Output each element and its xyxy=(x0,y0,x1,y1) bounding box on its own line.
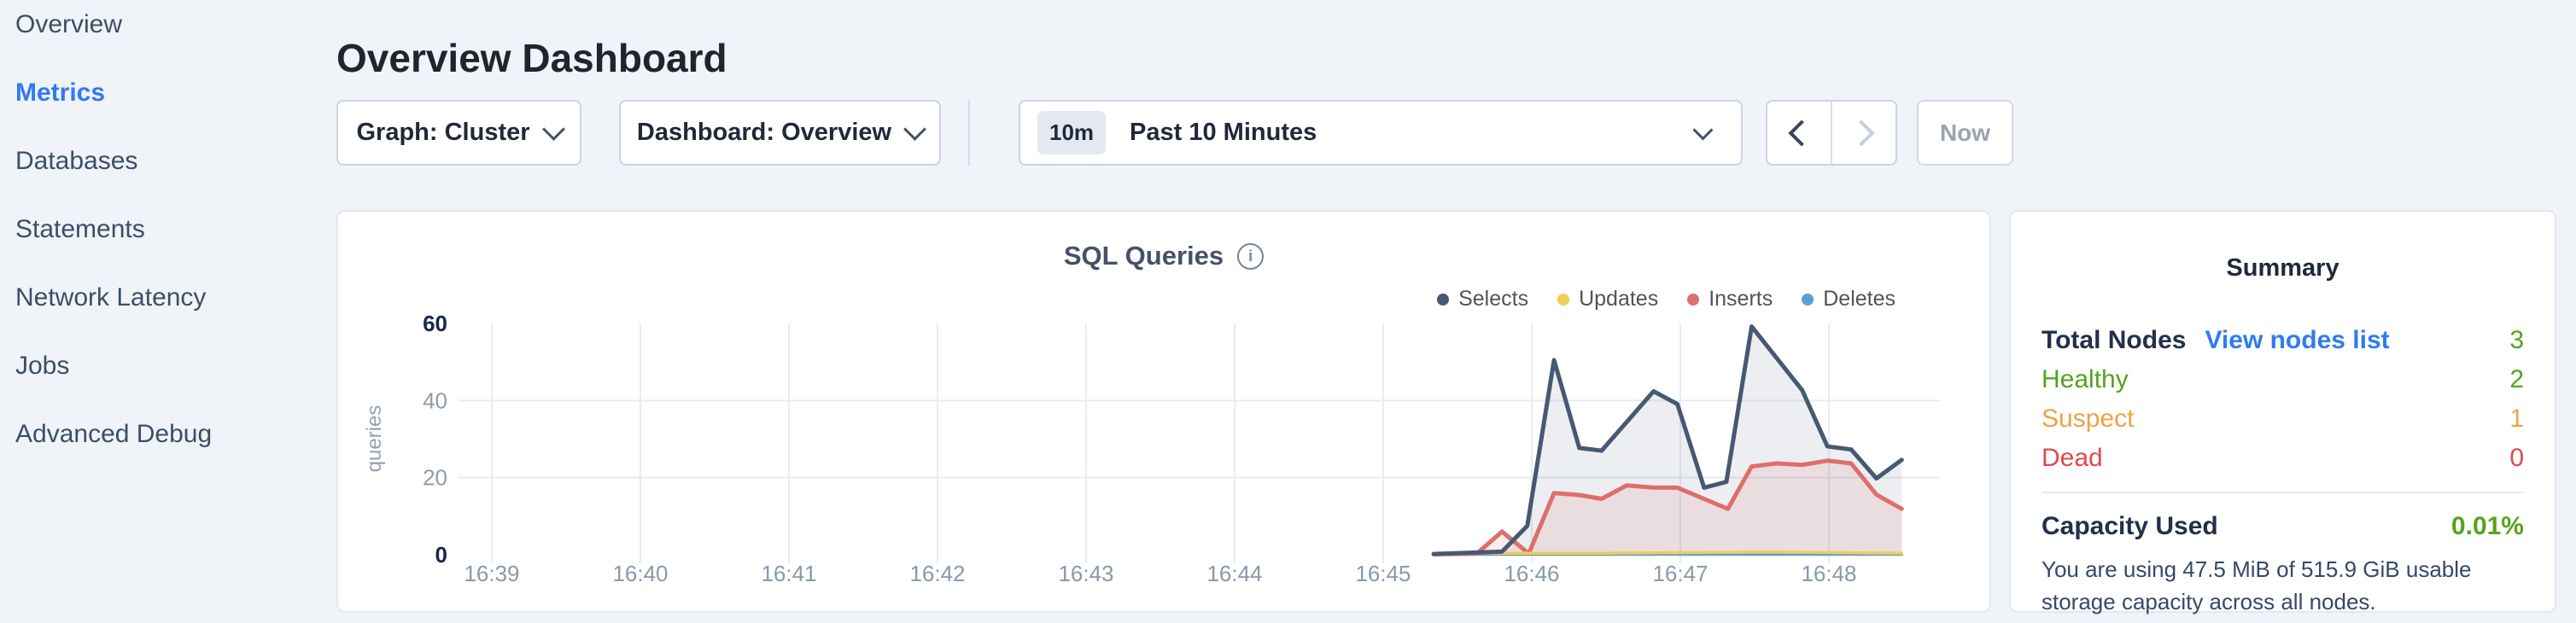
legend-item: Updates xyxy=(1557,287,1658,312)
legend-label: Inserts xyxy=(1709,287,1773,311)
legend-dot-icon xyxy=(1802,293,1814,306)
chevron-left-icon xyxy=(1788,119,1815,147)
time-forward-button[interactable] xyxy=(1831,102,1895,164)
legend-label: Deletes xyxy=(1823,287,1895,311)
node-status-row: Suspect 1 xyxy=(2042,399,2524,439)
svg-text:16:39: 16:39 xyxy=(464,561,519,586)
legend-dot-icon xyxy=(1437,293,1450,306)
svg-text:queries: queries xyxy=(363,405,386,473)
legend-label: Selects xyxy=(1458,287,1529,311)
sidebar-item-overview[interactable]: Overview xyxy=(15,10,123,38)
time-range-badge: 10m xyxy=(1037,111,1107,154)
sidebar-item-advanced-debug[interactable]: Advanced Debug xyxy=(15,420,213,448)
summary-panel: Summary Total Nodes View nodes list 3 He… xyxy=(2009,210,2556,614)
total-nodes-value: 3 xyxy=(2509,326,2524,354)
svg-text:60: 60 xyxy=(423,311,447,336)
svg-text:16:47: 16:47 xyxy=(1652,561,1708,586)
time-range-label: Past 10 Minutes xyxy=(1130,119,1317,146)
now-button[interactable]: Now xyxy=(1917,100,2013,166)
legend-item: Selects xyxy=(1437,287,1528,312)
total-nodes-row: Total Nodes View nodes list 3 xyxy=(2042,321,2524,360)
capacity-note: You are using 47.5 MiB of 515.9 GiB usab… xyxy=(2042,556,2472,614)
svg-text:16:42: 16:42 xyxy=(909,561,965,586)
page-title: Overview Dashboard xyxy=(336,35,727,80)
node-status-row: Healthy 2 xyxy=(2042,360,2524,399)
total-nodes-label: Total Nodes xyxy=(2042,326,2187,354)
svg-text:16:40: 16:40 xyxy=(612,561,668,586)
capacity-used-label: Capacity Used xyxy=(2042,512,2218,540)
dashboard-label: Dashboard: Overview xyxy=(636,119,892,146)
sidebar-item-databases[interactable]: Databases xyxy=(15,147,138,175)
toolbar-divider xyxy=(968,100,970,166)
sidebar: Overview Metrics Databases Statements Networ… xyxy=(15,0,323,478)
svg-text:40: 40 xyxy=(423,387,447,413)
svg-text:16:43: 16:43 xyxy=(1058,561,1113,586)
time-range-dropdown[interactable]: 10m Past 10 Minutes xyxy=(1019,100,1743,166)
svg-text:16:45: 16:45 xyxy=(1355,561,1411,586)
node-status-label: Suspect xyxy=(2042,405,2135,433)
chevron-down-icon xyxy=(903,118,927,141)
node-status-value: 1 xyxy=(2509,405,2524,433)
capacity-used-row: Capacity Used 0.01% xyxy=(2042,507,2524,546)
sql-queries-chart[interactable]: 16:39 16:40 16:41 16:42 16:43 16:44 16:45 16:46… xyxy=(338,212,1989,611)
sidebar-item-statements[interactable]: Statements xyxy=(15,215,145,243)
node-status-label: Dead xyxy=(2042,444,2103,472)
legend-dot-icon xyxy=(1687,293,1700,306)
node-status-row: Dead 0 xyxy=(2042,439,2524,478)
time-back-button[interactable] xyxy=(1767,102,1831,164)
node-status-value: 2 xyxy=(2509,365,2524,393)
info-icon[interactable]: i xyxy=(1237,242,1265,270)
graph-scope-dropdown[interactable]: Graph: Cluster xyxy=(336,100,581,166)
chevron-down-icon xyxy=(1692,119,1714,141)
sidebar-item-metrics[interactable]: Metrics xyxy=(15,79,106,107)
time-step-buttons xyxy=(1766,100,1897,166)
svg-text:16:48: 16:48 xyxy=(1801,561,1856,586)
svg-text:16:44: 16:44 xyxy=(1206,561,1262,586)
chevron-down-icon xyxy=(541,118,565,141)
sidebar-item-jobs[interactable]: Jobs xyxy=(15,352,70,380)
legend-item: Deletes xyxy=(1802,287,1895,312)
chart-title: SQL Queries xyxy=(1063,241,1224,271)
svg-text:20: 20 xyxy=(423,465,447,491)
legend-label: Updates xyxy=(1579,287,1659,311)
summary-title: Summary xyxy=(2226,254,2339,282)
svg-text:0: 0 xyxy=(435,542,447,568)
node-status-value: 0 xyxy=(2509,444,2524,472)
chevron-right-icon xyxy=(1848,119,1875,147)
view-nodes-list-link[interactable]: View nodes list xyxy=(2205,326,2390,354)
capacity-used-value: 0.01% xyxy=(2450,512,2524,540)
sidebar-item-network-latency[interactable]: Network Latency xyxy=(15,283,207,312)
chart-legend: Selects Updates Inserts Deletes xyxy=(1437,287,1895,312)
summary-divider xyxy=(2042,492,2524,493)
svg-text:16:46: 16:46 xyxy=(1504,561,1559,586)
graph-scope-label: Graph: Cluster xyxy=(356,119,530,146)
dashboard-dropdown[interactable]: Dashboard: Overview xyxy=(619,100,941,166)
svg-text:16:41: 16:41 xyxy=(761,561,816,586)
node-status-label: Healthy xyxy=(2042,365,2129,393)
legend-item: Inserts xyxy=(1687,287,1773,312)
sql-queries-chart-card: 16:39 16:40 16:41 16:42 16:43 16:44 16:45 16:46… xyxy=(336,210,1991,613)
legend-dot-icon xyxy=(1557,293,1570,306)
